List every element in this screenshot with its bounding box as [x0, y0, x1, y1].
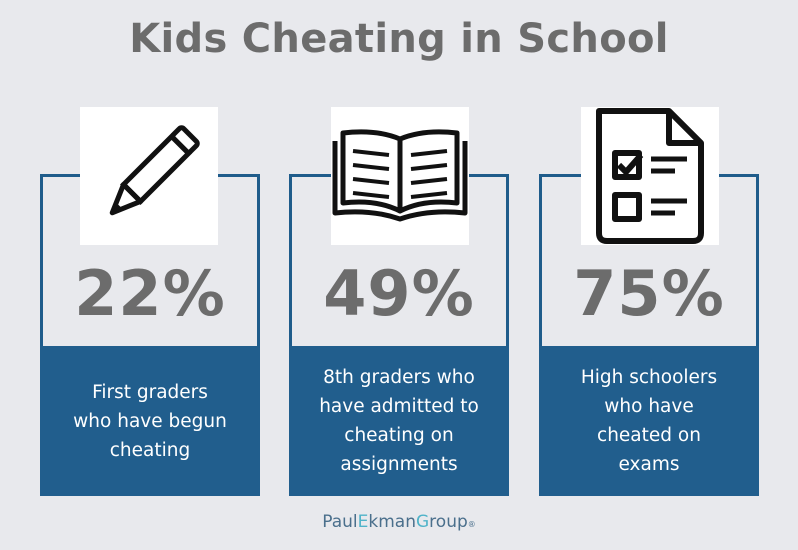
- stat-description: 8th graders who have admitted to cheatin…: [319, 367, 479, 475]
- stat-description-panel: First graders who have begun cheating: [40, 346, 260, 496]
- stat-description-panel: High schoolers who have cheated on exams: [539, 346, 759, 496]
- open-book-icon: [331, 107, 469, 245]
- stat-description: High schoolers who have cheated on exams: [580, 367, 718, 475]
- stat-percent: 49%: [323, 257, 475, 330]
- pencil-icon: [80, 107, 218, 245]
- stat-description: First graders who have begun cheating: [73, 381, 227, 461]
- stat-percent: 22%: [74, 257, 226, 330]
- page-title: Kids Cheating in School: [129, 16, 669, 62]
- brand-logo: PaulEkmanGroup®: [322, 512, 476, 532]
- checklist-document-icon: [581, 107, 719, 245]
- stat-percent: 75%: [573, 257, 725, 330]
- stat-card-2: 49% 8th graders who have admitted to che…: [289, 174, 509, 496]
- stat-card-3: 75% High schoolers who have cheated on e…: [539, 174, 759, 496]
- stat-description-panel: 8th graders who have admitted to cheatin…: [289, 346, 509, 496]
